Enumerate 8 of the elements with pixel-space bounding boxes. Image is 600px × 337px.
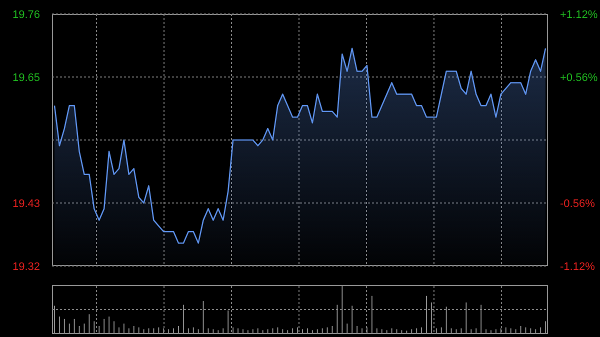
y-tick-label: 19.65 xyxy=(12,72,40,84)
y-tick-label: 19.43 xyxy=(12,198,40,210)
y2-tick-label: -0.56% xyxy=(560,198,596,210)
y2-tick-label: +1.12% xyxy=(560,9,598,21)
y2-tick-label: -1.12% xyxy=(560,261,596,273)
y-tick-label: 19.76 xyxy=(12,9,40,21)
y2-tick-label: +0.56% xyxy=(560,72,598,84)
y-tick-label: 19.32 xyxy=(12,261,40,273)
